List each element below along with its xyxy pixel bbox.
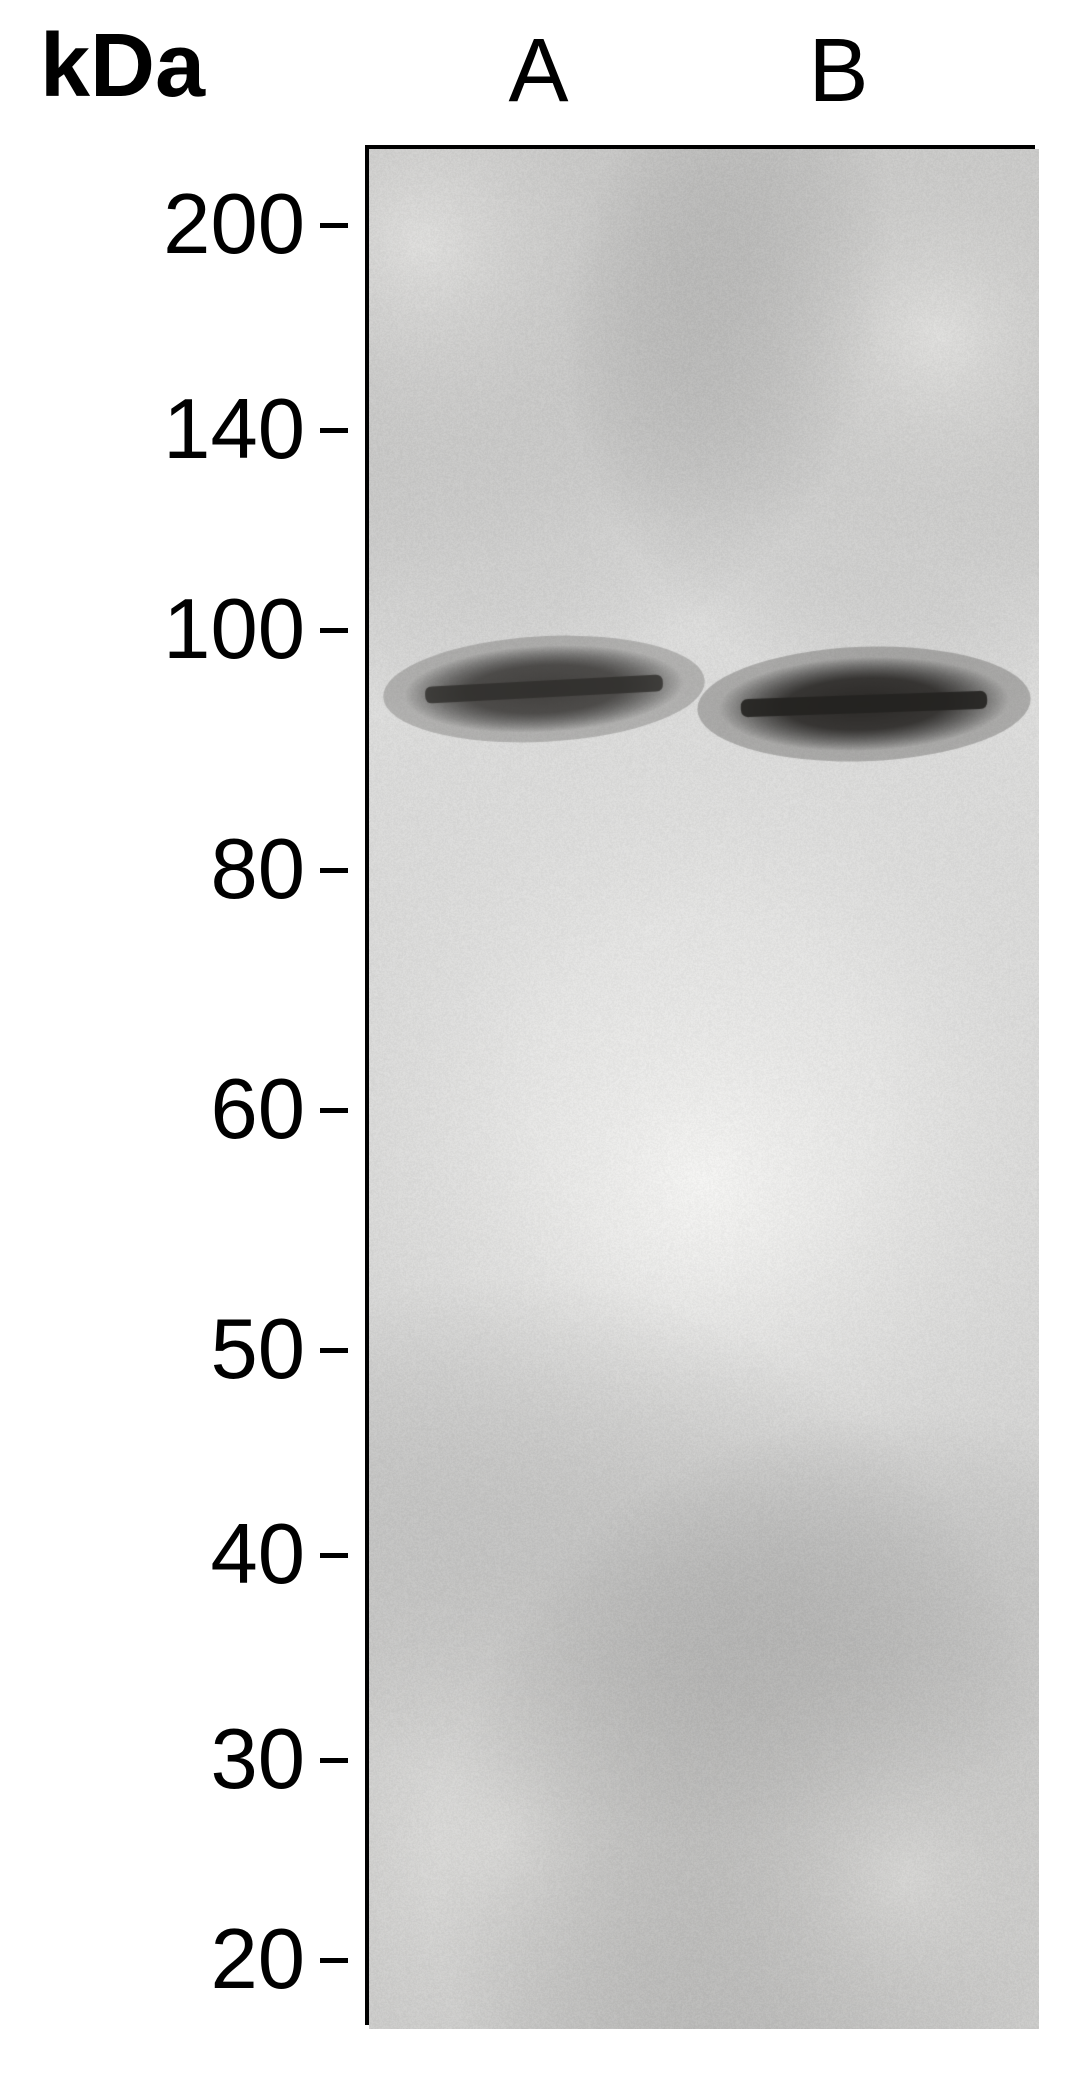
- y-tick-mark: [320, 868, 348, 873]
- y-tick-label: 50: [210, 1301, 305, 1399]
- blot-membrane-box: [365, 145, 1035, 2025]
- y-tick-mark: [320, 428, 348, 433]
- y-tick-mark: [320, 223, 348, 228]
- lane-label: B: [809, 20, 869, 123]
- y-tick-mark: [320, 1108, 348, 1113]
- y-tick-label: 20: [210, 1911, 305, 2009]
- y-tick-mark: [320, 1958, 348, 1963]
- y-tick-label: 140: [163, 381, 305, 479]
- y-tick-label: 30: [210, 1711, 305, 1809]
- y-tick-label: 200: [163, 176, 305, 274]
- blot-membrane-canvas: [369, 149, 1039, 2029]
- y-tick-mark: [320, 1348, 348, 1353]
- y-tick-mark: [320, 628, 348, 633]
- y-tick-label: 60: [210, 1061, 305, 1159]
- y-tick-label: 100: [163, 581, 305, 679]
- y-tick-mark: [320, 1553, 348, 1558]
- y-tick-label: 80: [210, 821, 305, 919]
- lane-label: A: [509, 20, 569, 123]
- y-tick-label: 40: [210, 1506, 305, 1604]
- y-tick-mark: [320, 1758, 348, 1763]
- y-axis-title: kDa: [40, 15, 205, 118]
- western-blot-figure: kDa 200 140 100 80 60 50 40 30 20 A B: [0, 0, 1080, 2077]
